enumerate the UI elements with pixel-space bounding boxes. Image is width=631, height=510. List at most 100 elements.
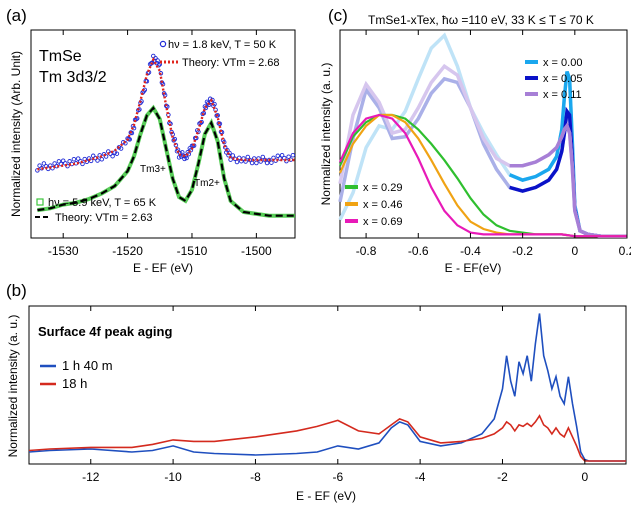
series-a-0-point (156, 63, 161, 68)
legend-label-a1: Theory: VTm = 2.68 (182, 57, 280, 69)
tick-label-c-4: 0 (571, 244, 578, 258)
panel-c-series (338, 32, 627, 238)
legend-label-b0: 1 h 40 m (62, 358, 113, 373)
panel-a: (a) -1530 -1520 -1510 -1500 TmSe Tm 3d3/2 T… (6, 6, 296, 275)
series-a-0-point (279, 152, 285, 158)
tick-label-a-3: -1500 (241, 244, 272, 258)
series-a-0-point (241, 156, 246, 161)
legend-label-a0: hν = 1.8 keV, T = 50 K (168, 39, 277, 51)
legend-label-c4: x = 0.46 (363, 199, 402, 211)
panel-c-ticks: -0.8 -0.6 -0.4 -0.2 0 0.2 (356, 30, 631, 258)
panel-c-ylabel: Normalized intensity (a. u.) (319, 63, 333, 206)
panel-b-ticks: -12 -10 -8 -6 -4 -2 0 (82, 306, 588, 484)
tick-label-b-5: -2 (497, 470, 508, 484)
series-b-0 (28, 313, 626, 462)
series-a-0-point (264, 160, 270, 166)
annotation-tm2: Tm2+ (194, 178, 220, 189)
series-a-0-point (157, 61, 163, 67)
tick-label-b-6: 0 (581, 470, 588, 484)
tick-label-b-3: -6 (332, 470, 343, 484)
series-a-0-point (262, 157, 268, 163)
series-a-0-point (266, 157, 272, 163)
panel-b-xlabel: E - EF (eV) (296, 489, 356, 503)
panel-b: (b) -12 -10 -8 -6 -4 -2 0 Surface 4f peak agin… (6, 281, 627, 503)
series-a-0-point (52, 161, 57, 166)
series-a-0-point (75, 156, 81, 161)
series-c-1-faded (338, 76, 627, 238)
panel-a-ticks: -1530 -1520 -1510 -1500 (48, 30, 272, 258)
legend-marker-a2 (36, 198, 44, 206)
panel-a-title-1: TmSe (39, 48, 82, 65)
series-c-2 (509, 122, 627, 238)
tick-label-a-0: -1530 (48, 244, 79, 258)
legend-label-a3: Theory: VTm = 2.63 (55, 212, 153, 224)
series-a-0-point (245, 154, 251, 160)
series-a-0-point (114, 151, 120, 156)
panel-b-frame (28, 305, 627, 465)
series-a-0-point (282, 155, 287, 161)
tick-label-b-0: -12 (82, 470, 100, 484)
panel-b-series (28, 313, 626, 462)
legend-label-c1: x = 0.05 (543, 73, 582, 85)
series-a-0-point (254, 160, 259, 166)
panel-c-title: TmSe1-xTex, ħω =110 eV, 33 K ≤ T ≤ 70 K (368, 13, 594, 27)
legend-label-c3: x = 0.29 (363, 182, 402, 194)
panel-c-frame (339, 29, 628, 239)
series-a-0-point (269, 160, 274, 165)
panel-c-legend-top: x = 0.00 x = 0.05 x = 0.11 (525, 57, 582, 101)
series-a-0-point (129, 130, 135, 136)
tick-label-a-1: -1520 (112, 244, 143, 258)
series-a-0-point (286, 154, 291, 159)
series-a-1 (37, 57, 295, 171)
panel-c-legend-bottom: x = 0.29 x = 0.46 x = 0.69 (345, 182, 402, 228)
panel-c: (c) -0.8 -0.6 -0.4 -0.2 0 0.2 TmSe1-xTex, ħω … (319, 6, 631, 275)
series-a-0-point (169, 129, 174, 135)
series-a-0-point (37, 163, 42, 168)
panel-a-series (35, 53, 296, 218)
series-c-5 (338, 113, 627, 238)
series-a-3 (37, 106, 295, 217)
series-a-0-point (41, 161, 47, 166)
series-a-0-point (95, 158, 100, 163)
panel-c-label: (c) (328, 6, 348, 25)
legend-label-c2: x = 0.11 (543, 89, 582, 101)
panel-b-label: (b) (6, 281, 27, 300)
series-a-0-point (99, 157, 105, 162)
series-a-0-point (155, 58, 160, 63)
series-a-0-point (110, 153, 115, 159)
series-a-0-point (39, 166, 44, 171)
series-a-0-point (58, 161, 64, 167)
series-a-0-point (118, 146, 124, 151)
series-a-0-point (71, 156, 77, 162)
panel-a-xlabel: E - EF (eV) (133, 261, 193, 275)
panel-a-label: (a) (6, 6, 27, 25)
legend-label-c5: x = 0.69 (363, 216, 402, 228)
series-a-0-point (67, 159, 72, 164)
series-a-0-point (151, 53, 156, 59)
series-a-0-point (191, 143, 197, 148)
tick-label-c-2: -0.4 (460, 244, 481, 258)
series-a-0-point (234, 159, 240, 165)
series-a-0-point (184, 155, 189, 161)
tick-label-c-1: -0.6 (408, 244, 429, 258)
annotation-tm3: Tm3+ (140, 164, 166, 175)
legend-label-b1: 18 h (62, 376, 87, 391)
series-a-0-point (228, 157, 233, 162)
series-a-0-point (123, 141, 128, 146)
series-a-0-point (256, 156, 261, 161)
series-b-1 (28, 414, 626, 462)
series-a-0-point (275, 153, 281, 159)
tick-label-a-2: -1510 (177, 244, 208, 258)
series-a-0-point (260, 154, 266, 160)
legend-marker-a0 (159, 40, 167, 48)
series-a-0-point (60, 158, 66, 163)
panel-b-ylabel: Normalized intensity (a. u.) (6, 315, 20, 458)
tick-label-b-1: -10 (164, 470, 182, 484)
tick-label-c-0: -0.8 (356, 244, 377, 258)
legend-label-a2: hν = 5.9 keV, T = 65 K (48, 197, 157, 209)
series-a-0-point (247, 157, 253, 163)
panel-a-frame (30, 29, 296, 239)
series-a-0-point (290, 152, 296, 158)
legend-label-c0: x = 0.00 (543, 57, 582, 69)
